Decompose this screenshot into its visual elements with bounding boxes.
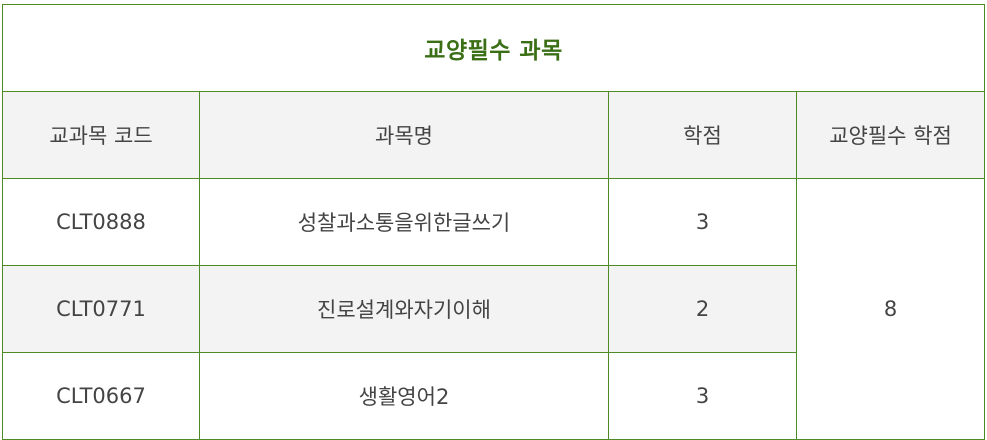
required-courses-table: 교양필수 과목 교과목 코드 과목명 학점 교양필수 학점 CLT0888 성찰… <box>1 4 986 440</box>
header-credits: 학점 <box>608 91 797 179</box>
table-row: CLT0888 성찰과소통을위한글쓰기 3 8 <box>2 178 986 440</box>
table-row: CLT0667 생활영어2 3 <box>2 352 985 440</box>
credits-cell: 2 <box>608 265 797 353</box>
header-course-name: 과목명 <box>199 91 609 179</box>
credits-cell: 3 <box>608 352 797 440</box>
course-name-cell: 진로설계와자기이해 <box>199 265 609 353</box>
header-row: 교과목 코드 과목명 학점 교양필수 학점 <box>2 91 986 179</box>
course-code-cell: CLT0771 <box>2 265 200 353</box>
course-name-cell: 생활영어2 <box>199 352 609 440</box>
course-code-cell: CLT0888 <box>2 178 200 266</box>
table-row: CLT0771 진로설계와자기이해 2 <box>2 265 985 353</box>
title-row: 교양필수 과목 <box>1 4 986 92</box>
credits-cell: 3 <box>608 178 797 266</box>
course-table-container: 교양필수 과목 교과목 코드 과목명 학점 교양필수 학점 CLT0888 성찰… <box>1 4 986 440</box>
course-code-cell: CLT0667 <box>2 352 200 440</box>
table-title: 교양필수 과목 <box>1 4 986 92</box>
header-required-credits: 교양필수 학점 <box>795 91 986 179</box>
header-course-code: 교과목 코드 <box>2 91 200 179</box>
required-credits-total-cell: 8 <box>795 178 986 440</box>
course-name-cell: 성찰과소통을위한글쓰기 <box>199 178 609 266</box>
